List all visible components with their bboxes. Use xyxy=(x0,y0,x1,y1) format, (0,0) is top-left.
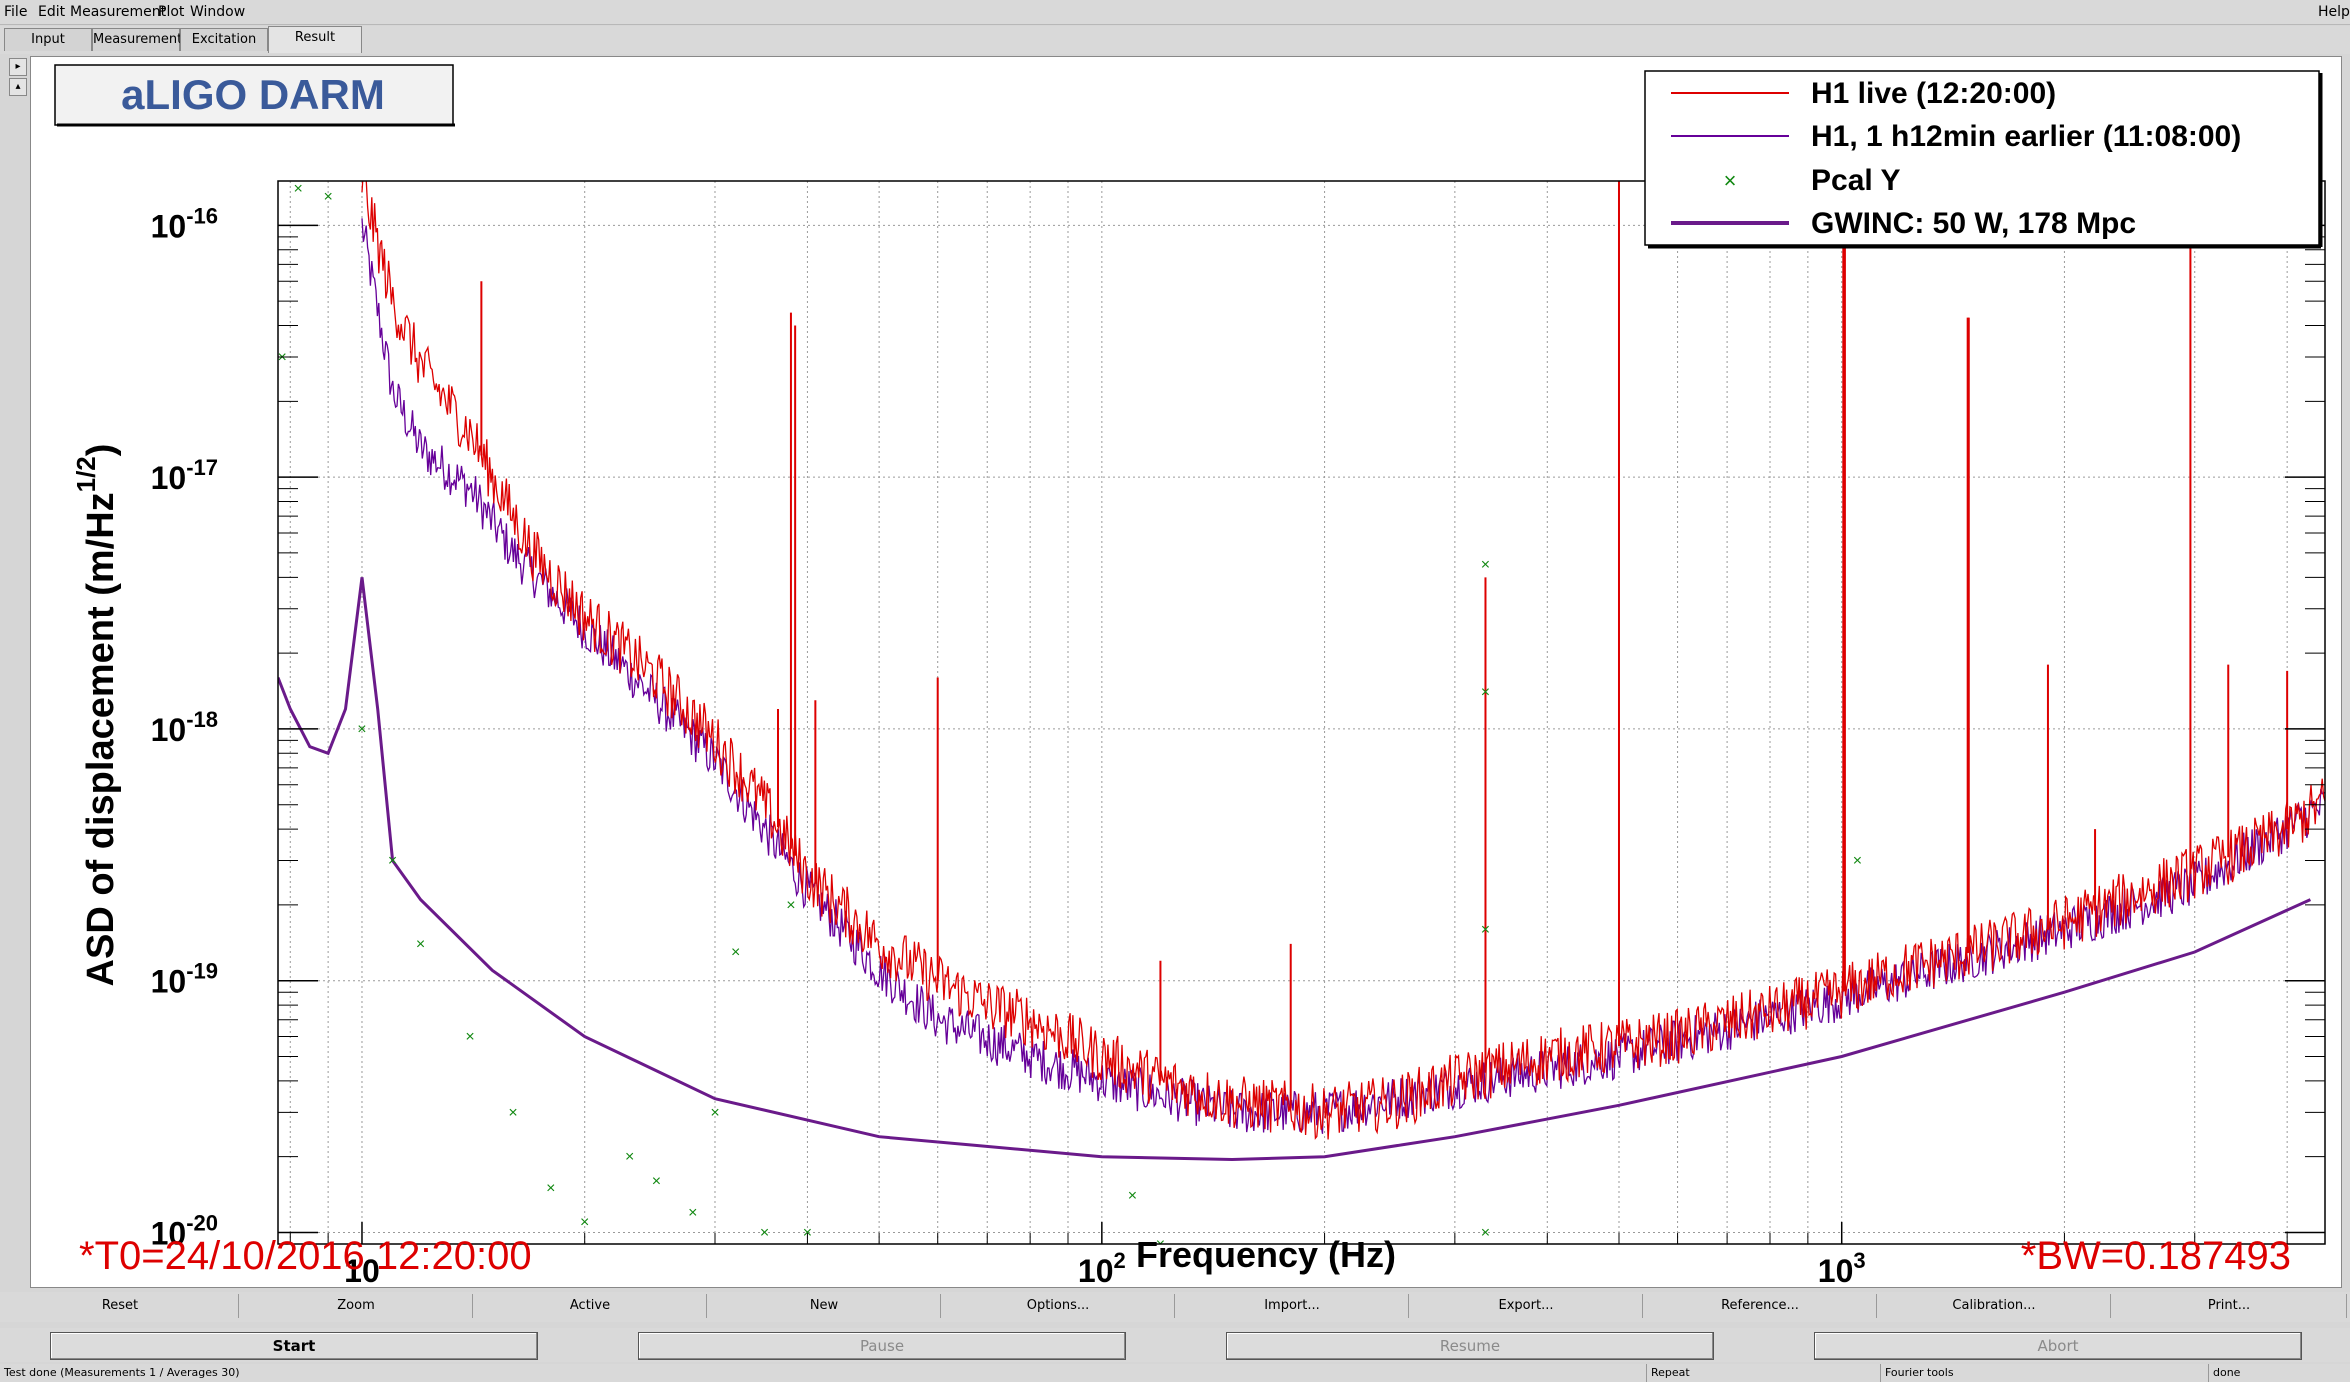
bw-annotation: *BW=0.187493 xyxy=(2021,1234,2291,1278)
options-button[interactable]: Options... xyxy=(942,1294,1175,1318)
series-pcal-marker: × xyxy=(416,936,425,953)
menu-edit[interactable]: Edit xyxy=(38,4,66,20)
series-pcal-marker: × xyxy=(731,944,740,961)
status-bar: Test done (Measurements 1 / Averages 30)… xyxy=(0,1364,2350,1382)
series-pcal-marker: × xyxy=(760,1224,769,1241)
series-pcal-marker: × xyxy=(1156,1236,1165,1253)
pause-button[interactable]: Pause xyxy=(638,1332,1126,1360)
series-pcal-marker: × xyxy=(388,853,397,870)
expand-up-icon[interactable]: ▴ xyxy=(9,78,27,96)
status-tools: Fourier tools xyxy=(1880,1364,2205,1382)
legend-pcal: Pcal Y xyxy=(1811,164,1901,197)
series-pcal-marker: × xyxy=(1481,556,1490,573)
series-pcal-marker: × xyxy=(1481,921,1490,938)
t0-annotation: *T0=24/10/2016 12:20:00 xyxy=(79,1234,532,1278)
new-button[interactable]: New xyxy=(708,1294,941,1318)
series-pcal-marker: × xyxy=(1481,1224,1490,1241)
x-tick-label: 10 xyxy=(344,1253,380,1287)
series-pcal-marker: × xyxy=(465,1029,474,1046)
plot-title: aLIGO DARM xyxy=(121,71,385,118)
legend-gwinc: GWINC: 50 W, 178 Mpc xyxy=(1811,207,2136,240)
y-tick-label: 10-17 xyxy=(151,455,218,496)
plot-title-box xyxy=(54,64,454,126)
run-control-bar: Start Pause Resume Abort xyxy=(0,1328,2350,1362)
reset-button[interactable]: Reset xyxy=(2,1294,239,1318)
y-tick-label: 10-20 xyxy=(151,1210,218,1251)
series-pcal-marker: × xyxy=(688,1205,697,1222)
series-live-line xyxy=(361,181,2325,1140)
series-pcal-marker: × xyxy=(1481,684,1490,701)
plot-background xyxy=(31,57,2341,1287)
series-pcal-marker: × xyxy=(357,721,366,738)
series-pcal-marker: × xyxy=(625,1149,634,1166)
zoom-button[interactable]: Zoom xyxy=(240,1294,473,1318)
control-bar: Reset Zoom Active New Options... Import.… xyxy=(0,1292,2350,1322)
tab-measurement[interactable]: Measurement xyxy=(92,28,182,51)
series-pcal-marker: × xyxy=(323,189,332,206)
export-button[interactable]: Export... xyxy=(1410,1294,1643,1318)
x-tick-label: 102 xyxy=(1078,1248,1126,1287)
menu-window[interactable]: Window xyxy=(190,4,246,20)
y-axis-label: ASD of displacement (m/Hz1/2) xyxy=(71,444,122,987)
expand-right-icon[interactable]: ▸ xyxy=(9,58,27,76)
x-axis-label: Frequency (Hz) xyxy=(1136,1234,1396,1275)
legend-earlier: H1, 1 h12min earlier (11:08:00) xyxy=(1811,120,2241,153)
tab-excitation[interactable]: Excitation xyxy=(180,28,268,51)
x-tick-label: 103 xyxy=(1818,1248,1866,1287)
menu-bar: File Edit Measurement Plot Window Help xyxy=(0,0,2350,25)
menu-help[interactable]: Help xyxy=(2318,4,2350,20)
print-button[interactable]: Print... xyxy=(2112,1294,2347,1318)
series-pcal-marker: × xyxy=(546,1180,555,1197)
menu-measurement[interactable]: Measurement xyxy=(70,4,167,20)
series-group: ××××××××××××××××××××××××× xyxy=(278,181,2325,1253)
series-pcal-marker: × xyxy=(294,181,303,198)
series-pcal-marker: × xyxy=(786,897,795,914)
series-pcal-marker: × xyxy=(1128,1188,1137,1205)
status-message: Test done (Measurements 1 / Averages 30) xyxy=(4,1366,240,1379)
axis-ticks: 10 102 103 10-16 10-17 10-18 10-19 10-20 xyxy=(151,203,2325,1289)
legend-swatch-pcal: × xyxy=(1724,168,1737,193)
tab-result[interactable]: Result xyxy=(268,26,362,53)
tab-input[interactable]: Input xyxy=(4,28,92,51)
resume-button[interactable]: Resume xyxy=(1226,1332,1714,1360)
legend: H1 live (12:20:00) H1, 1 h12min earlier … xyxy=(1644,70,2323,249)
plot-canvas[interactable]: ××××××××××××××××××××××××× 1010210310-161… xyxy=(30,56,2342,1289)
series-pcal-marker: × xyxy=(508,1104,517,1121)
calibration-button[interactable]: Calibration... xyxy=(1878,1294,2111,1318)
series-pcal-marker: × xyxy=(652,1173,661,1190)
y-tick-label: 10-19 xyxy=(151,959,218,1000)
start-button[interactable]: Start xyxy=(50,1332,538,1360)
import-button[interactable]: Import... xyxy=(1176,1294,1409,1318)
active-button[interactable]: Active xyxy=(474,1294,707,1318)
abort-button[interactable]: Abort xyxy=(1814,1332,2302,1360)
status-state: done xyxy=(2208,1364,2343,1382)
series-pcal-marker: × xyxy=(710,1104,719,1121)
tab-bar: Input Measurement Excitation Result xyxy=(0,26,2350,54)
reference-button[interactable]: Reference... xyxy=(1644,1294,1877,1318)
plot-frame xyxy=(277,180,2326,1245)
series-pcal-marker: × xyxy=(803,1224,812,1241)
legend-box xyxy=(1644,70,2320,246)
series-pcal-marker: × xyxy=(1853,853,1862,870)
y-tick-label: 10-16 xyxy=(151,203,218,244)
y-tick-label: 10-18 xyxy=(151,707,218,748)
menu-file[interactable]: File xyxy=(4,4,28,20)
series-layer: ××××××××××××××××××××××××× xyxy=(278,181,2325,1253)
status-repeat: Repeat xyxy=(1646,1364,1881,1382)
series-gwinc-line xyxy=(278,577,2312,1162)
legend-live: H1 live (12:20:00) xyxy=(1811,77,2056,110)
series-pcal-marker: × xyxy=(580,1214,589,1231)
menu-plot[interactable]: Plot xyxy=(158,4,185,20)
asd-plot[interactable]: ××××××××××××××××××××××××× 1010210310-161… xyxy=(31,57,2341,1289)
